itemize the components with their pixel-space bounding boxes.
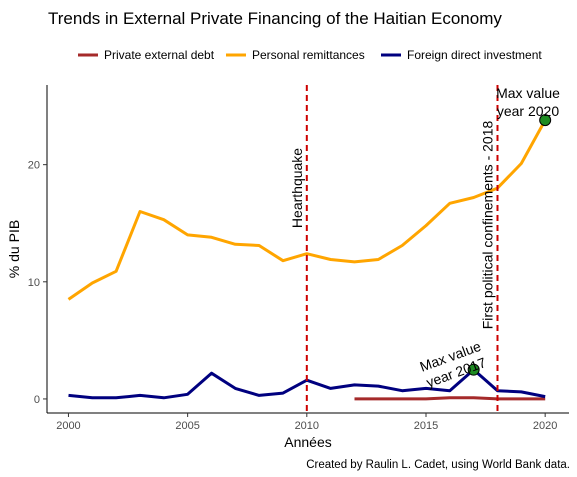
x-tick-label: 2020 xyxy=(533,420,557,432)
max-label-2020-line2: year 2020 xyxy=(497,103,559,119)
x-tick-label: 2005 xyxy=(175,420,199,432)
max-marker-2017 xyxy=(467,363,480,376)
caption: Created by Raulin L. Cadet, using World … xyxy=(306,459,570,471)
plot-area: 2000 2005 2010 2015 2020 0 10 20 Hearthquake Firs… xyxy=(28,85,569,432)
y-axis-label: % du PIB xyxy=(6,220,22,278)
vline-label-hearthquake: Hearthquake xyxy=(289,148,305,228)
max-marker-2020 xyxy=(539,114,552,127)
series-line-private-external-debt xyxy=(354,396,546,401)
x-tick-label: 2015 xyxy=(414,420,438,432)
y-tick-label: 20 xyxy=(28,160,40,172)
y-tick-label: 10 xyxy=(28,277,40,289)
x-axis-label: Années xyxy=(284,434,331,450)
chart-title: Trends in External Private Financing of … xyxy=(48,9,502,28)
legend-label-foreign-direct-investment: Foreign direct investment xyxy=(407,48,542,62)
vline-label-first-political-confinements: First political confinements - 2018 xyxy=(479,121,495,330)
y-tick-label: 0 xyxy=(34,394,40,406)
x-tick-label: 2000 xyxy=(56,420,80,432)
legend: Private external debt Personal remittance… xyxy=(78,48,542,62)
x-tick-label: 2010 xyxy=(295,420,319,432)
legend-label-personal-remittances: Personal remittances xyxy=(252,48,365,62)
max-label-2020-line1: Max value xyxy=(496,85,560,101)
series-line-personal-remittances xyxy=(67,119,547,301)
legend-label-private-external-debt: Private external debt xyxy=(104,48,215,62)
